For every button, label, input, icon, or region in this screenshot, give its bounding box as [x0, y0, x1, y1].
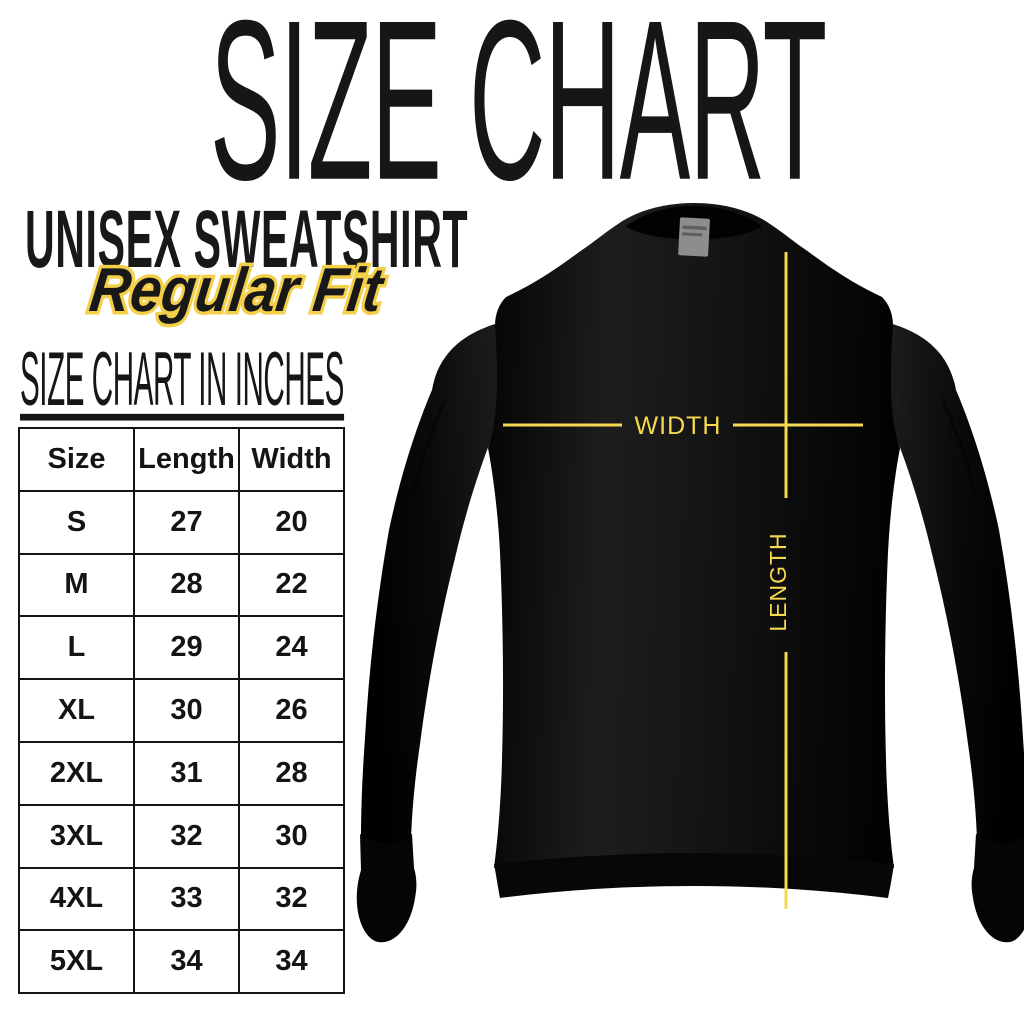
svg-text:LENGTH: LENGTH	[765, 532, 791, 631]
svg-text:WIDTH: WIDTH	[635, 412, 722, 440]
